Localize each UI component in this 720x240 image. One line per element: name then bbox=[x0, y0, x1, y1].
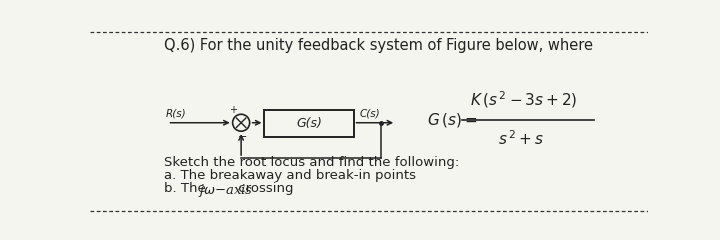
Text: $K\,(s^{\,2}-3s+2)$: $K\,(s^{\,2}-3s+2)$ bbox=[469, 89, 577, 110]
Text: b. The: b. The bbox=[163, 182, 210, 195]
Bar bbox=[264, 110, 354, 137]
Text: G(s): G(s) bbox=[296, 117, 322, 130]
Text: Q.6) For the unity feedback system of Figure below, where: Q.6) For the unity feedback system of Fi… bbox=[163, 38, 593, 53]
Text: $G\,(s)=$: $G\,(s)=$ bbox=[427, 111, 477, 129]
Text: Sketch the root locus and find the following:: Sketch the root locus and find the follo… bbox=[163, 156, 459, 169]
Text: +: + bbox=[230, 105, 238, 115]
Text: crossing: crossing bbox=[234, 182, 294, 195]
Text: $j\omega$−axis: $j\omega$−axis bbox=[198, 182, 253, 199]
Text: C(s): C(s) bbox=[360, 109, 380, 119]
Text: −: − bbox=[238, 132, 248, 142]
Text: a. The breakaway and break-in points: a. The breakaway and break-in points bbox=[163, 169, 415, 182]
Text: R(s): R(s) bbox=[166, 109, 186, 119]
Text: $s^{\,2}+s$: $s^{\,2}+s$ bbox=[498, 129, 544, 148]
